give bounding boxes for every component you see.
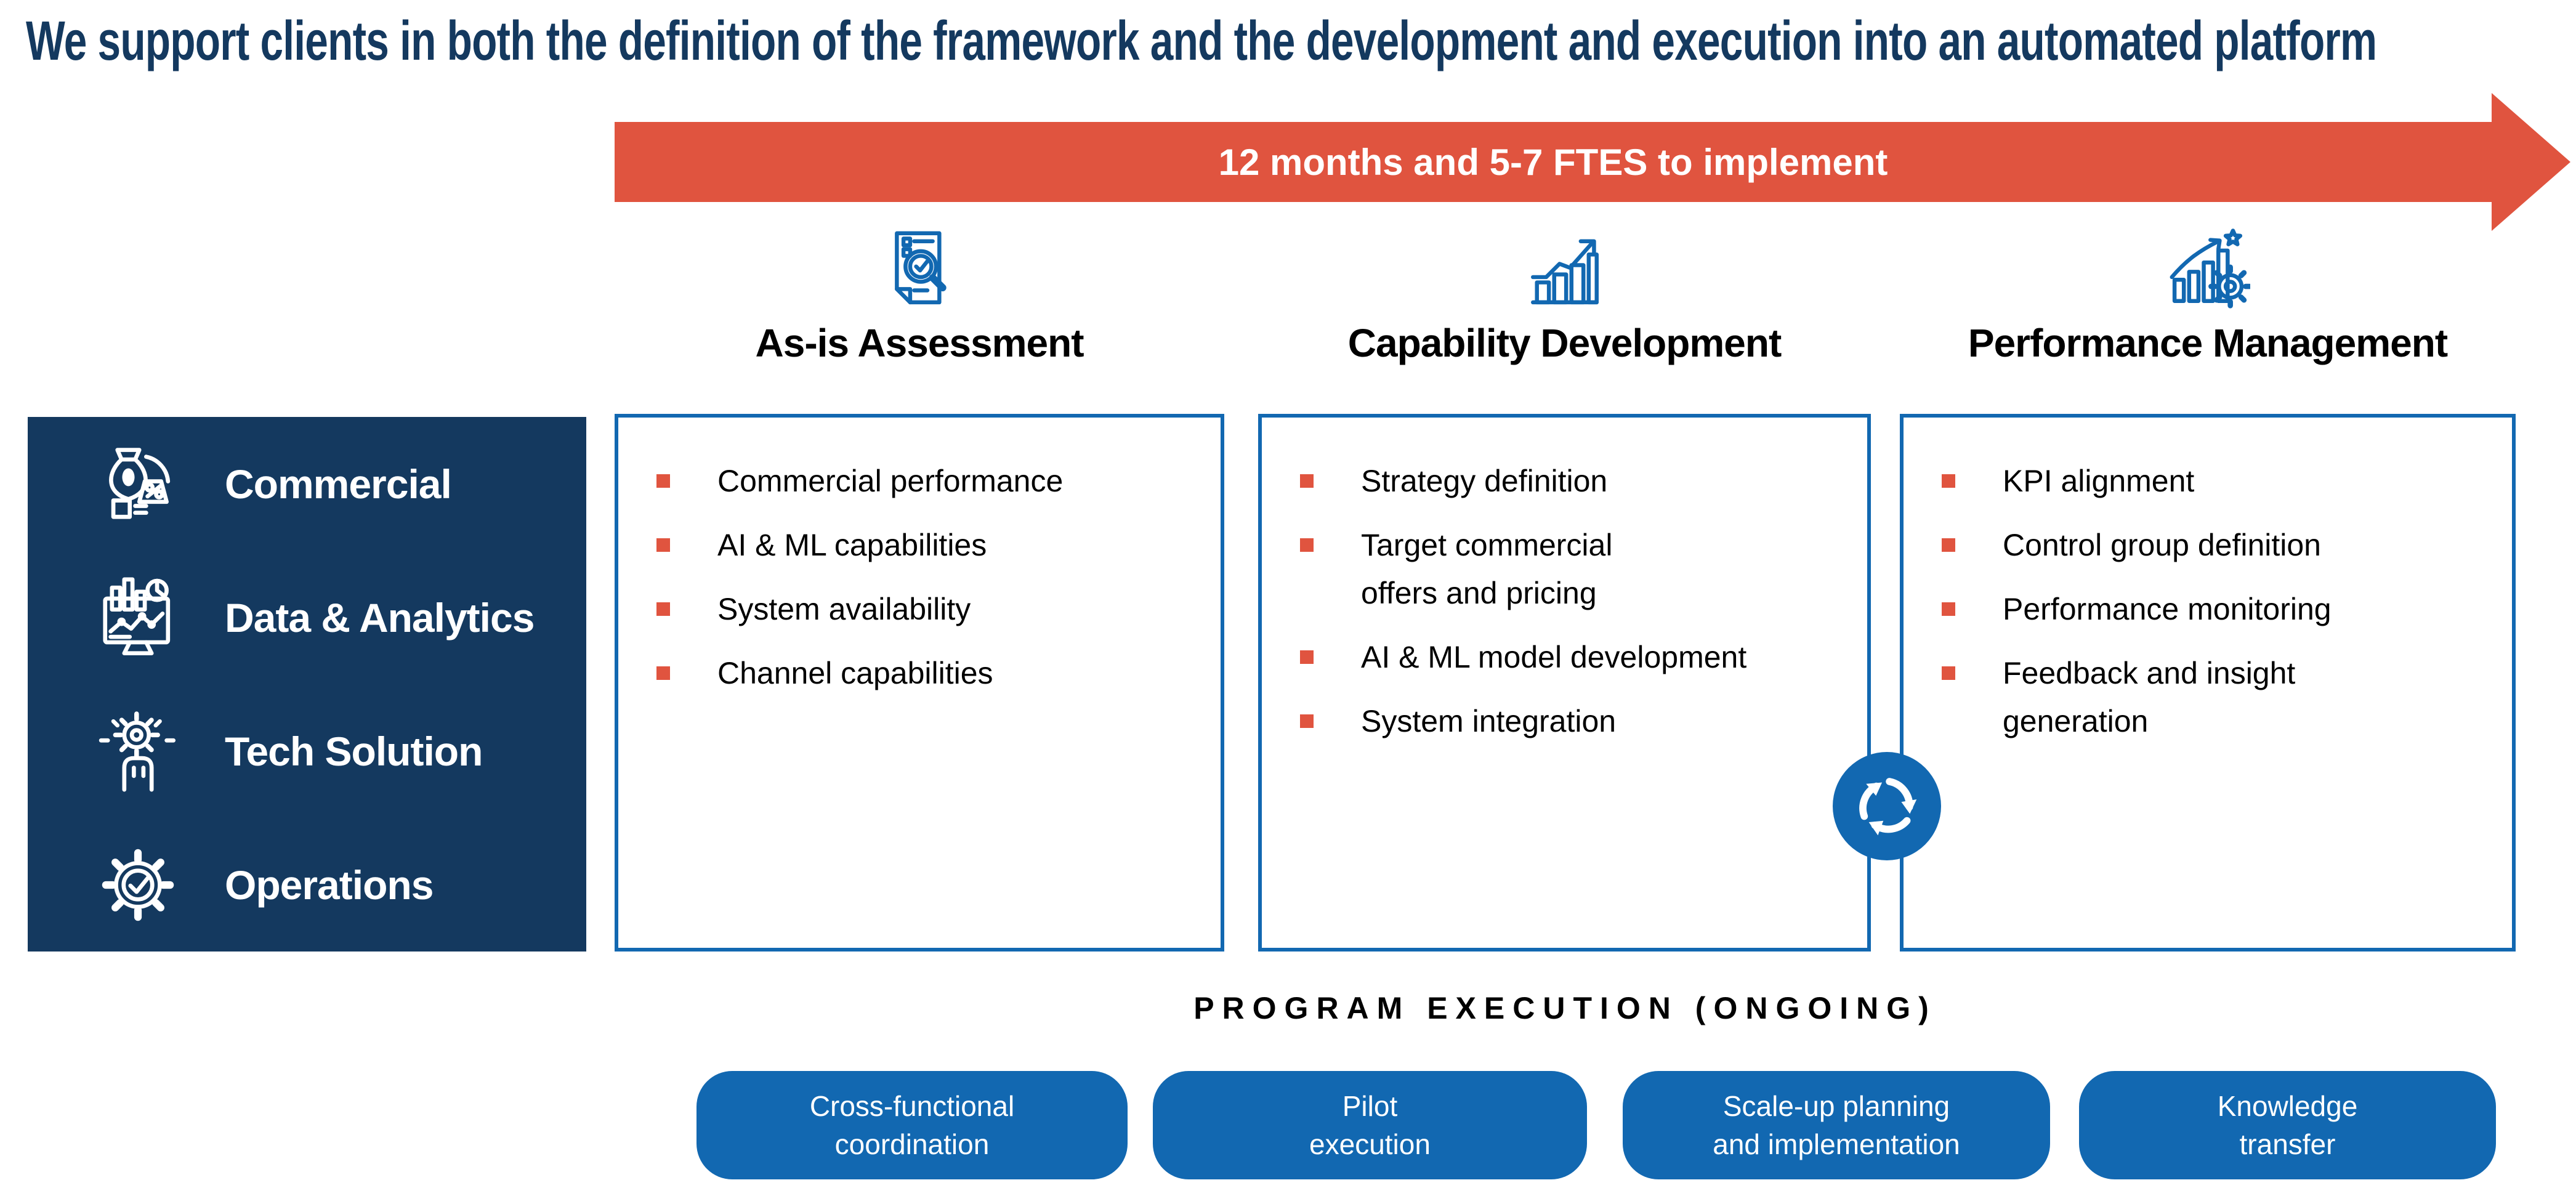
bullet-marker [1300,538,1314,552]
bullet-item: Feedback and insight generation [1942,649,2493,745]
bullet-marker [656,666,670,680]
bar-chart-growth-arrow-icon [1530,239,1599,305]
timeline-arrow-label: 12 months and 5-7 FTES to implement [1218,141,1888,183]
bullet-item: Commercial performance [656,457,1202,505]
bullet-item: Channel capabilities [656,649,1202,697]
timeline-arrow: 12 months and 5-7 FTES to implement [615,122,2492,202]
sidebar-item-commercial: Commercial [28,417,586,551]
gear-check-icon [102,849,174,921]
column-header-capability-development: Capability Development [1258,227,1871,366]
bullet-list: Strategy definition Target commercial of… [1262,418,1867,745]
bullet-list: KPI alignment Control group definition P… [1904,418,2512,745]
bullet-item: AI & ML capabilities [656,521,1202,569]
bullet-marker [656,474,670,488]
phase-box-capability-development: Strategy definition Target commercial of… [1258,414,1871,952]
bullet-item: System availability [656,585,1202,633]
hand-gear-icon [99,711,176,791]
refresh-cycle-icon [1844,764,1929,849]
continuous-cycle-badge [1833,752,1941,860]
column-label: As-is Assessment [755,321,1084,365]
page-title: We support clients in both the definitio… [26,10,2377,72]
bullet-item: System integration [1300,697,1849,745]
phase-box-performance-management: KPI alignment Control group definition P… [1900,414,2516,952]
money-bag-percent-icon [109,447,171,519]
bullet-item: AI & ML model development [1300,633,1849,681]
column-header-performance-management: Performance Management [1900,227,2516,366]
bullet-marker [1942,602,1955,616]
column-label: Performance Management [1968,321,2448,365]
bullet-marker [1942,538,1955,552]
bullet-item: Control group definition [1942,521,2493,569]
column-label: Capability Development [1347,321,1782,365]
sidebar-item-data-analytics: Data & Analytics [28,551,586,684]
bullet-item: Target commercial offers and pricing [1300,521,1849,617]
program-pill-knowledge-transfer: Knowledge transfer [2079,1071,2496,1179]
program-execution-heading: PROGRAM EXECUTION (ONGOING) [1193,991,1937,1025]
bullet-marker [1942,666,1955,680]
bullet-item: Performance monitoring [1942,585,2493,633]
column-header-as-is-assessment: As-is Assessment [615,227,1224,366]
bullet-marker [1300,714,1314,728]
bullet-marker [656,538,670,552]
performance-star-gear-icon [2170,228,2250,309]
timeline-arrow-head-icon [2492,93,2570,231]
sidebar-item-label: Data & Analytics [225,594,535,640]
program-pill-pilot-execution: Pilot execution [1153,1071,1587,1179]
monitor-chart-icon [103,577,171,655]
sidebar-item-operations: Operations [28,818,586,952]
bullet-list: Commercial performance AI & ML capabilit… [618,418,1221,697]
phase-box-as-is-assessment: Commercial performance AI & ML capabilit… [615,414,1224,952]
bullet-marker [1942,474,1955,488]
bullet-item: KPI alignment [1942,457,2493,505]
capability-sidebar: Commercial Data & Analytics [28,417,586,952]
sidebar-item-label: Commercial [225,461,452,507]
bullet-marker [1300,474,1314,488]
bullet-marker [1300,650,1314,664]
program-pill-cross-functional-coordination: Cross-functional coordination [696,1071,1128,1179]
program-pill-scale-up-planning: Scale-up planning and implementation [1623,1071,2050,1179]
bullet-item: Strategy definition [1300,457,1849,505]
bullet-marker [656,602,670,616]
sidebar-item-label: Operations [225,862,434,908]
sidebar-item-label: Tech Solution [225,728,483,774]
sidebar-item-tech-solution: Tech Solution [28,684,586,818]
document-search-check-icon [895,231,947,305]
